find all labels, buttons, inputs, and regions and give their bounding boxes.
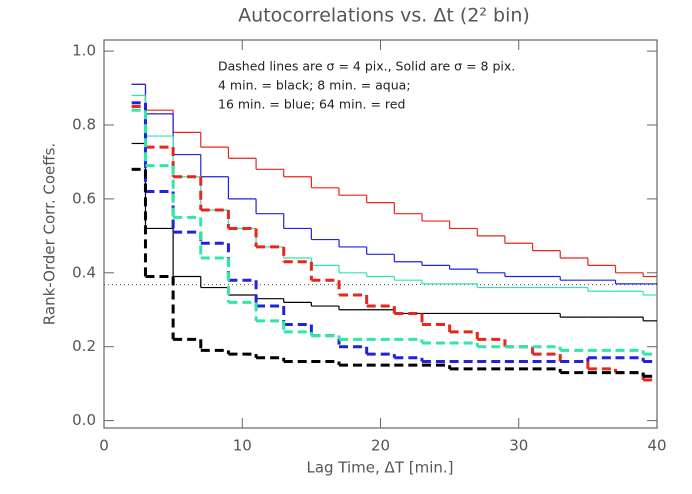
annotation: 4 min. = black; 8 min. = aqua; [218, 78, 411, 93]
annotation: Dashed lines are σ = 4 pix., Solid are σ… [218, 59, 515, 74]
x-tick-label: 10 [233, 437, 252, 455]
annotation: 16 min. = blue; 64 min. = red [218, 97, 405, 112]
x-tick-label: 30 [509, 437, 528, 455]
chart-title: Autocorrelations vs. Δt (2² bin) [238, 5, 530, 27]
y-tick-label: 0.4 [72, 263, 96, 281]
x-tick-label: 40 [647, 437, 666, 455]
x-tick-label: 0 [99, 437, 109, 455]
y-axis-label: Rank-Order Corr. Coeffs. [41, 143, 59, 325]
y-tick-label: 0.2 [72, 337, 96, 355]
x-axis-label: Lag Time, ΔT [min.] [306, 459, 453, 477]
y-tick-label: 0.8 [72, 115, 96, 133]
y-tick-label: 0.6 [72, 189, 96, 207]
y-tick-label: 1.0 [72, 42, 96, 60]
x-tick-label: 20 [371, 437, 390, 455]
y-tick-label: 0.0 [72, 411, 96, 429]
